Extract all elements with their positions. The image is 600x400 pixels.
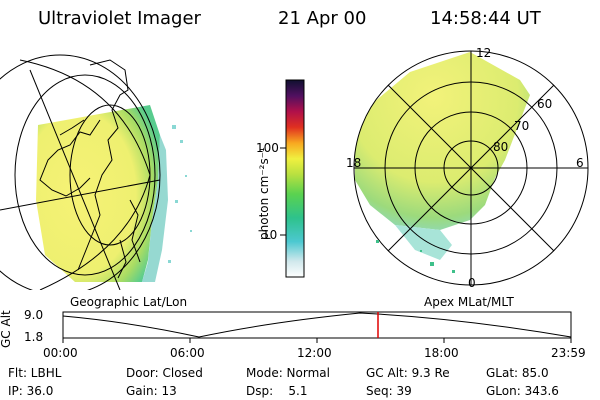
- info-gc-alt: GC Alt: 9.3 Re: [366, 366, 450, 380]
- xtick-1200: 12:00: [297, 346, 332, 360]
- polar-image: [355, 52, 530, 260]
- altitude-ytick-low: 1.8: [24, 330, 44, 344]
- meridian-4: [29, 69, 121, 290]
- mlt-label-dawn: 6: [576, 156, 584, 170]
- meridian-1: [19, 59, 151, 176]
- info-ip: IP: 36.0: [8, 384, 54, 398]
- geographic-image: [0, 54, 168, 290]
- info-glon: GLon: 343.6: [486, 384, 559, 398]
- emission-edge-left: [142, 110, 168, 282]
- cbar-label-10: 10: [262, 228, 278, 242]
- mlt-label-noon: 12: [476, 46, 492, 60]
- geographic-caption: Geographic Lat/Lon: [70, 295, 188, 309]
- color-bar: [285, 79, 305, 278]
- cbar-unit-label: photon cm⁻²s⁻¹: [257, 147, 271, 240]
- emission-tail: [395, 225, 452, 260]
- xtick-2359: 23:59: [551, 346, 586, 360]
- noise-left: [168, 125, 192, 263]
- time-label: 14:58:44 UT: [430, 8, 541, 29]
- altitude-curve: [62, 312, 572, 338]
- mlt-label-dusk: 18: [346, 156, 362, 170]
- coastline: [39, 59, 141, 279]
- aurora-emission-right: [355, 52, 530, 230]
- mlat-label-60: 60: [537, 97, 553, 111]
- altitude-ytick-high: 9.0: [24, 308, 44, 322]
- altitude-ticks: [62, 338, 572, 343]
- date-label: 21 Apr 00: [278, 8, 367, 29]
- mlt-label-midnight: 0: [468, 276, 476, 290]
- apex-caption: Apex MLat/MLT: [424, 295, 514, 309]
- lat-circle-1: [14, 74, 156, 276]
- info-door: Door: Closed: [126, 366, 203, 380]
- info-dsp: Dsp: 5.1: [246, 384, 308, 398]
- info-seq: Seq: 39: [366, 384, 412, 398]
- meridian-2: [39, 174, 151, 290]
- info-flt: Flt: LBHL: [8, 366, 62, 380]
- altitude-ylabel: GC Alt: [0, 310, 13, 348]
- xtick-0600: 06:00: [170, 346, 205, 360]
- polar-grid: [353, 50, 589, 286]
- mlat-label-70: 70: [514, 119, 530, 133]
- meridian-3: [0, 179, 161, 211]
- instrument-title: Ultraviolet Imager: [38, 8, 201, 29]
- earth-limb: [0, 54, 161, 290]
- noise-right: [376, 240, 455, 273]
- info-glat: GLat: 85.0: [486, 366, 549, 380]
- mlat-label-80: 80: [493, 140, 509, 154]
- xtick-0000: 00:00: [43, 346, 78, 360]
- info-gain: Gain: 13: [126, 384, 177, 398]
- aurora-emission-left: [36, 105, 160, 282]
- xtick-1800: 18:00: [424, 346, 459, 360]
- cbar-label-100: 100: [256, 141, 279, 155]
- info-mode: Mode: Normal: [246, 366, 330, 380]
